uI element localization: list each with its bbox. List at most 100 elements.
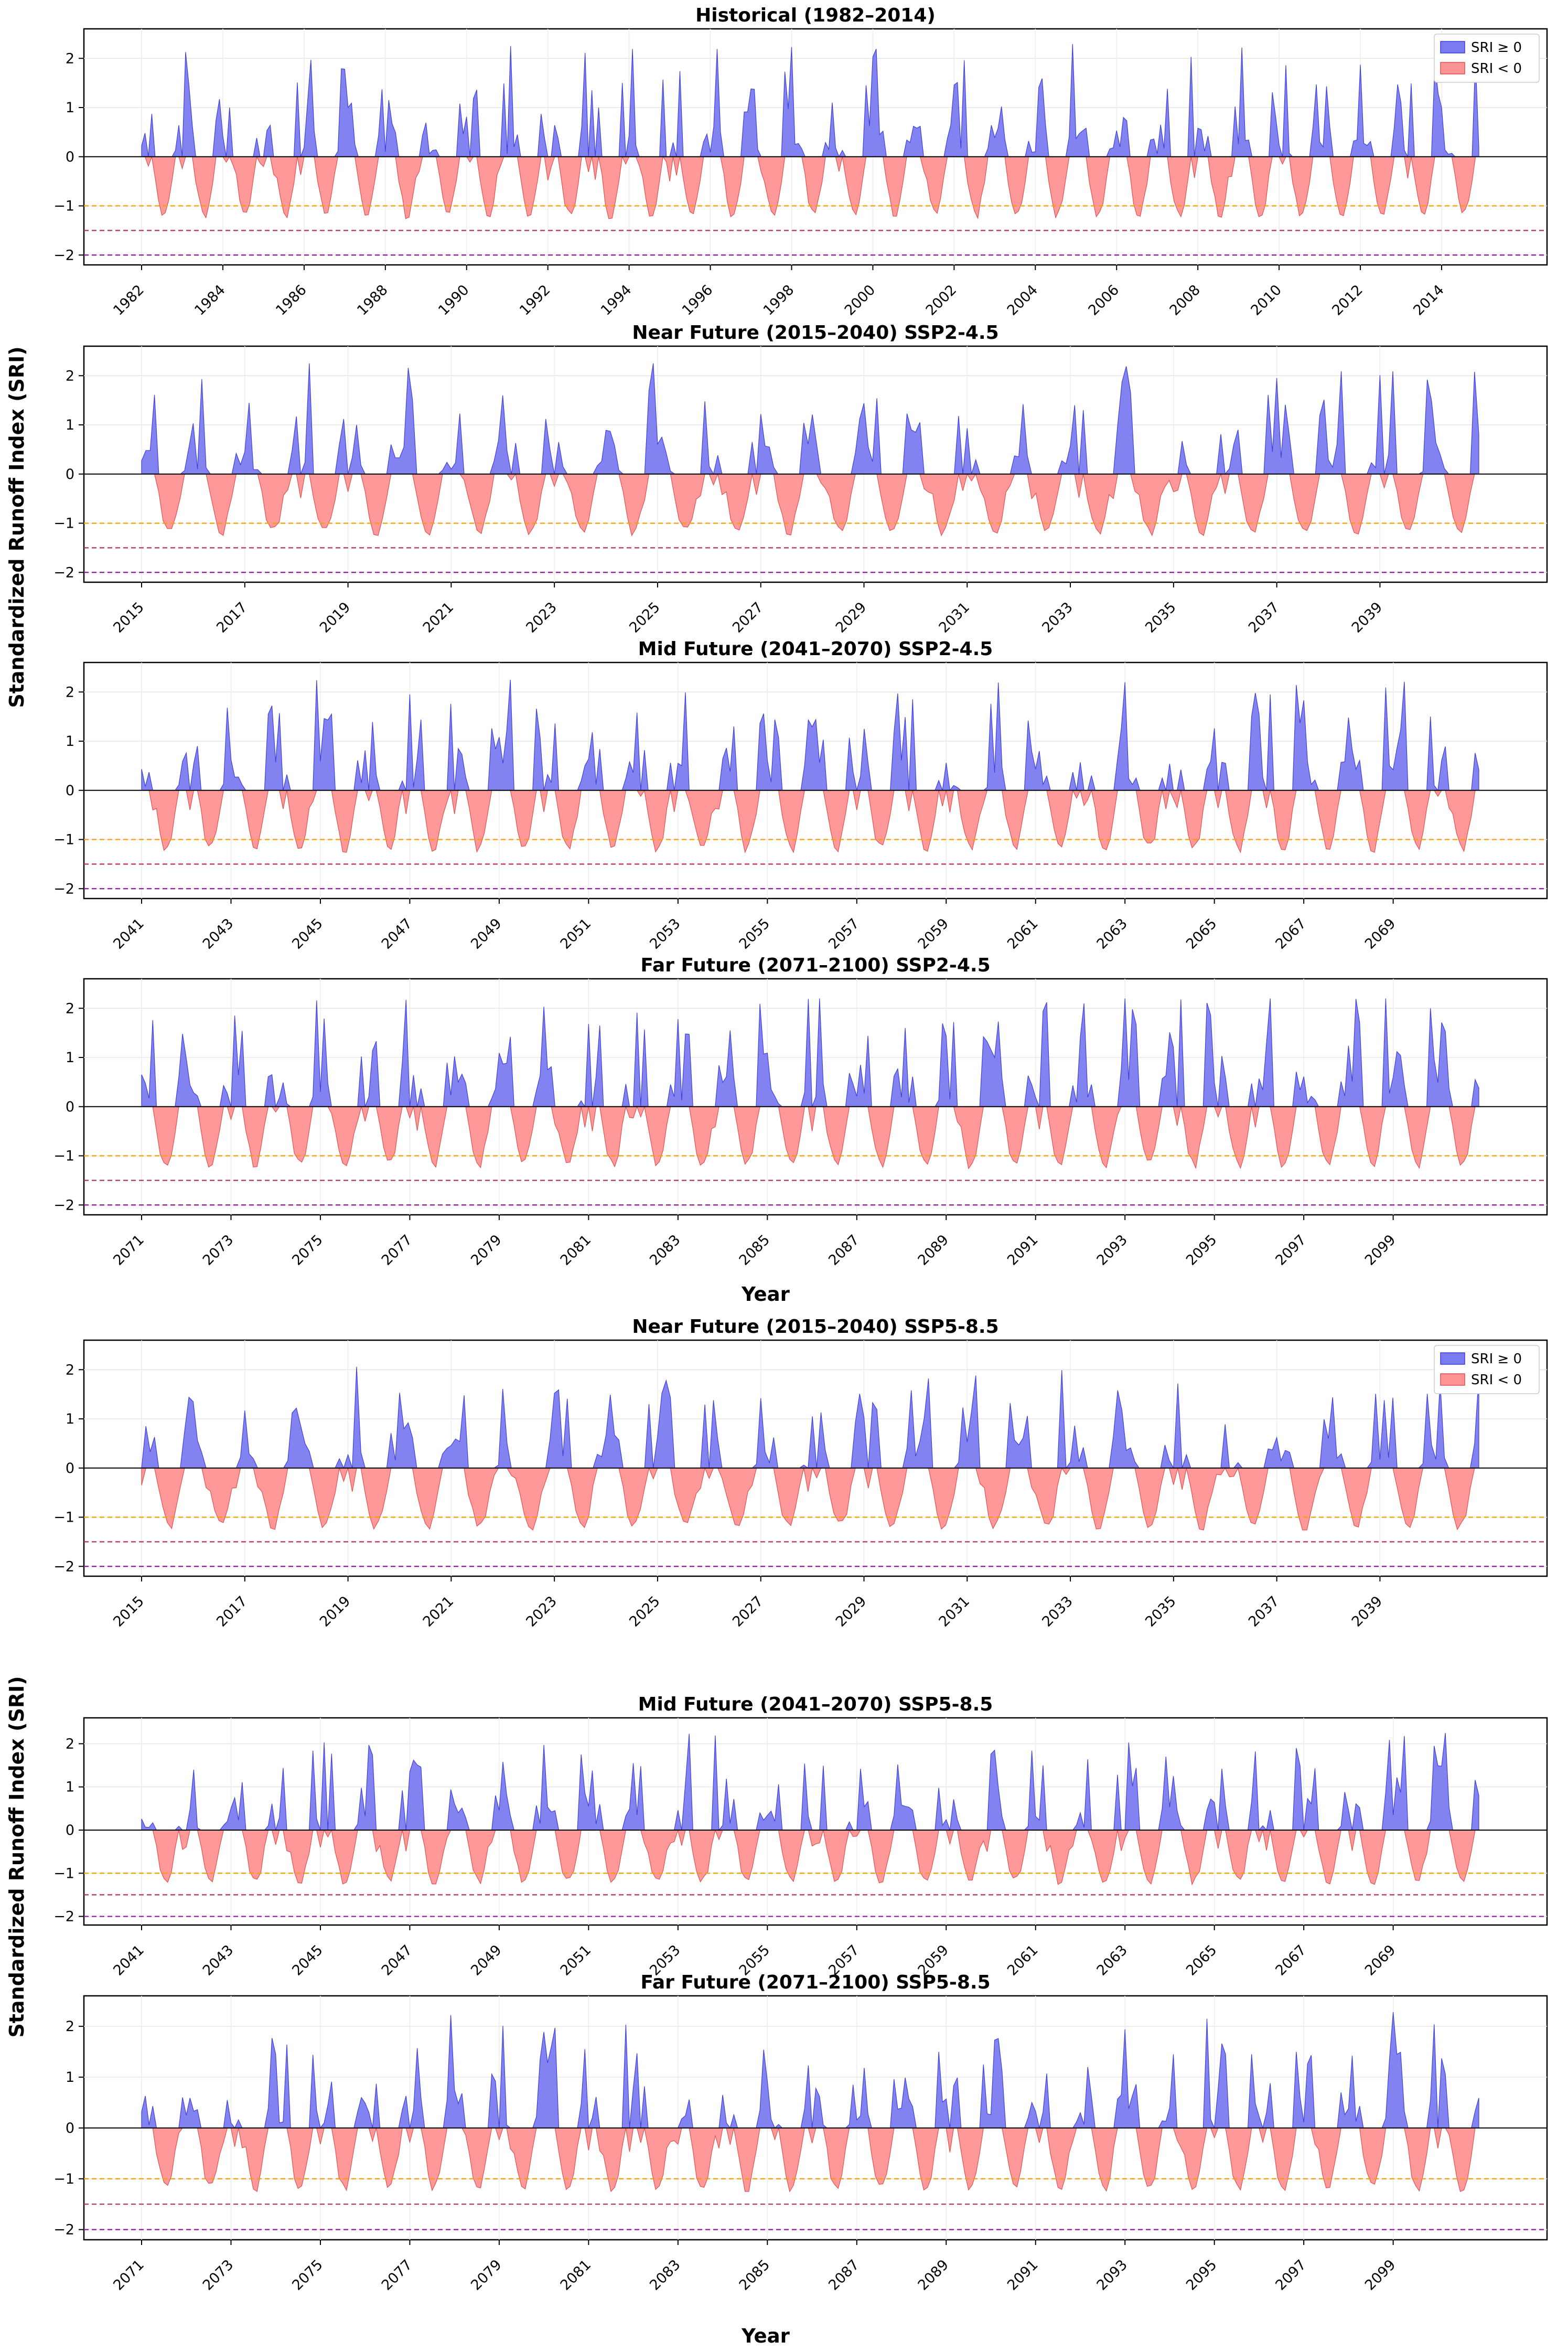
x-tick-label: 2019 <box>317 599 354 636</box>
x-tick-label: 2079 <box>468 2257 505 2294</box>
x-tick-label: 2093 <box>1094 2257 1131 2294</box>
x-tick-label: 2045 <box>289 1942 326 1979</box>
panel-title: Historical (1982–2014) <box>695 5 936 26</box>
y-tick-label: −2 <box>53 1909 74 1925</box>
panel-1: 1982 1984 1986 1988 1990 1992 1994 1996 1998 2000… <box>53 5 1548 319</box>
x-tick-label: 2083 <box>647 2257 684 2294</box>
panel-7: 2071 2073 2075 2077 2079 2081 2083 2085 2087 2089… <box>53 1972 1548 2294</box>
x-tick-label: 2035 <box>1142 1593 1179 1630</box>
y-tick-label: 2 <box>66 1000 74 1017</box>
panel-title: Mid Future (2041–2070) SSP5-8.5 <box>638 1694 993 1715</box>
y-tick-label: 2 <box>66 684 74 700</box>
x-tick-label: 2059 <box>915 915 952 953</box>
y-tick-label: 1 <box>66 1779 74 1795</box>
x-tick-label: 2037 <box>1245 599 1283 636</box>
sri-positive-area <box>141 679 1479 792</box>
x-tick-label: 2031 <box>936 599 973 636</box>
y-tick-label: −2 <box>53 564 74 581</box>
x-tick-label: 2067 <box>1272 915 1309 953</box>
y-tick-label: −2 <box>53 247 74 263</box>
x-tick-label: 2043 <box>200 1942 237 1979</box>
x-tick-label: 2061 <box>1004 1942 1041 1979</box>
y-tick-label: 0 <box>66 1460 74 1477</box>
x-tick-label: 2000 <box>842 282 879 319</box>
x-tick-label: 2045 <box>289 915 326 953</box>
y-tick-label: 0 <box>66 2120 74 2136</box>
x-tick-label: 1982 <box>110 282 147 319</box>
x-tick-label: 2029 <box>833 1593 870 1630</box>
x-tick-label: 2099 <box>1362 1232 1399 1269</box>
x-tick-label: 2095 <box>1183 1232 1220 1269</box>
y-tick-label: 0 <box>66 149 74 165</box>
x-tick-label: 2017 <box>213 599 251 636</box>
x-tick-label: 2099 <box>1362 2257 1399 2294</box>
legend-label-pos: SRI ≥ 0 <box>1471 40 1522 56</box>
x-tick-label: 2053 <box>647 915 684 953</box>
legend: SRI ≥ 0 SRI < 0 <box>1434 34 1540 83</box>
x-tick-label: 1992 <box>517 282 554 319</box>
x-tick-label: 2085 <box>736 1232 774 1269</box>
x-tick-label: 2035 <box>1142 599 1179 636</box>
y-tick-label: 1 <box>66 1050 74 1066</box>
panel-2: 2015 2017 2019 2021 2023 2025 2027 2029 2031 2033… <box>53 322 1548 636</box>
x-tick-label: 2037 <box>1245 1593 1283 1630</box>
x-tick-label: 2081 <box>557 1232 595 1269</box>
x-tick-label: 1984 <box>191 282 229 319</box>
x-tick-label: 2097 <box>1272 2257 1309 2294</box>
y-tick-label: −2 <box>53 881 74 897</box>
x-tick-label: 2097 <box>1272 1232 1309 1269</box>
x-tick-label: 2091 <box>1004 1232 1041 1269</box>
panel-4: 2071 2073 2075 2077 2079 2081 2083 2085 2087 2089… <box>53 955 1548 1269</box>
plot-frame <box>83 1717 1548 1926</box>
legend-label-pos: SRI ≥ 0 <box>1471 1351 1522 1367</box>
x-tick-label: 2071 <box>110 1232 147 1269</box>
y-tick-label: 2 <box>66 1362 74 1378</box>
y-tick-label: 1 <box>66 1411 74 1427</box>
y-tick-label: −1 <box>53 1510 74 1526</box>
x-tick-label: 2010 <box>1248 282 1285 319</box>
y-tick-label: 2 <box>66 2018 74 2035</box>
x-tick-label: 2006 <box>1086 282 1123 319</box>
x-tick-label: 2073 <box>200 2257 237 2294</box>
x-tick-label: 2087 <box>825 2257 863 2294</box>
x-axis-label-top: Year <box>741 1283 790 1306</box>
panel-title: Near Future (2015–2040) SSP2-4.5 <box>632 322 998 344</box>
y-tick-label: 2 <box>66 368 74 384</box>
x-tick-label: 2087 <box>825 1232 863 1269</box>
y-tick-label: −2 <box>53 1197 74 1213</box>
x-tick-label: 2021 <box>420 1593 457 1630</box>
panel-title: Near Future (2015–2040) SSP5-8.5 <box>632 1316 998 1338</box>
x-tick-label: 1994 <box>598 282 635 319</box>
x-tick-label: 2017 <box>213 1593 251 1630</box>
y-tick-label: −1 <box>53 1148 74 1164</box>
y-tick-label: 1 <box>66 2069 74 2086</box>
x-tick-label: 2051 <box>557 1942 595 1979</box>
y-tick-label: 2 <box>66 50 74 67</box>
x-tick-label: 2033 <box>1039 599 1076 636</box>
x-tick-label: 2065 <box>1183 915 1220 953</box>
x-tick-label: 2077 <box>379 1232 416 1269</box>
y-tick-label: 1 <box>66 100 74 116</box>
y-tick-label: 2 <box>66 1736 74 1752</box>
y-tick-label: −2 <box>53 1558 74 1575</box>
x-tick-label: 2057 <box>825 915 863 953</box>
panels-group: 1982 1984 1986 1988 1990 1992 1994 1996 1998 2000… <box>53 5 1548 2294</box>
x-tick-label: 2015 <box>110 1593 147 1630</box>
x-axis-label-bottom: Year <box>741 2325 790 2347</box>
legend-label-neg: SRI < 0 <box>1471 61 1522 77</box>
legend-swatch-pos <box>1440 41 1465 54</box>
x-tick-label: 2033 <box>1039 1593 1076 1630</box>
x-tick-label: 2047 <box>379 915 416 953</box>
x-tick-label: 2025 <box>626 599 663 636</box>
y-tick-label: 0 <box>66 1822 74 1838</box>
x-tick-label: 2014 <box>1410 282 1447 319</box>
y-tick-label: 0 <box>66 1099 74 1115</box>
x-tick-label: 2029 <box>833 599 870 636</box>
x-tick-label: 2031 <box>936 1593 973 1630</box>
x-tick-label: 2089 <box>915 2257 952 2294</box>
x-tick-label: 2051 <box>557 915 595 953</box>
x-tick-label: 2063 <box>1094 915 1131 953</box>
x-tick-label: 2025 <box>626 1593 663 1630</box>
x-tick-label: 2041 <box>110 1942 147 1979</box>
panel-6: 2041 2043 2045 2047 2049 2051 2053 2055 2057 2059… <box>53 1694 1548 1979</box>
